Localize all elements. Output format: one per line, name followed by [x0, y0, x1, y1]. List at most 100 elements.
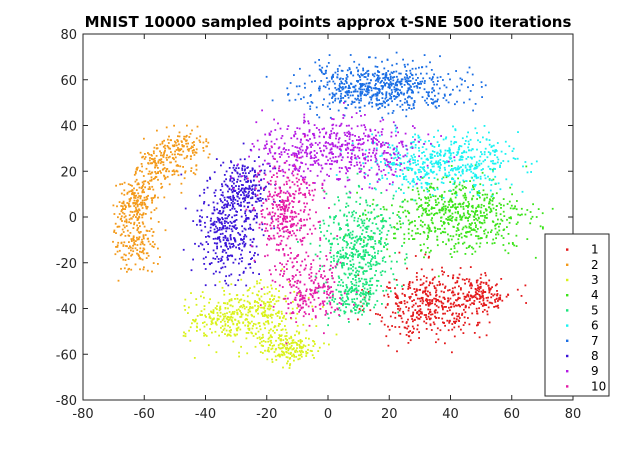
data-point	[325, 132, 327, 135]
data-point	[245, 218, 248, 221]
data-point	[463, 308, 465, 311]
data-point	[420, 186, 423, 189]
data-point	[368, 235, 371, 238]
data-point	[150, 154, 153, 156]
data-point	[175, 170, 178, 172]
data-point	[436, 299, 439, 301]
data-point	[344, 290, 347, 293]
data-point	[471, 164, 474, 167]
data-point	[215, 322, 217, 325]
data-point	[439, 195, 441, 198]
data-point	[474, 294, 477, 296]
data-point	[223, 180, 226, 183]
data-point	[343, 213, 346, 216]
data-point	[468, 66, 471, 69]
data-point	[374, 264, 377, 267]
data-point	[507, 233, 510, 235]
data-point	[441, 198, 443, 201]
data-point	[234, 258, 237, 261]
data-point	[347, 87, 350, 90]
data-point	[255, 333, 257, 336]
data-point	[414, 146, 417, 149]
data-point	[478, 288, 481, 291]
data-point	[507, 160, 510, 163]
data-point	[363, 83, 366, 86]
data-point	[460, 155, 463, 158]
data-point	[410, 234, 413, 237]
data-point	[276, 311, 279, 314]
data-point	[141, 258, 144, 261]
data-point	[136, 200, 139, 203]
data-point	[451, 219, 453, 222]
data-point	[145, 195, 148, 198]
data-point	[407, 331, 410, 334]
data-point	[182, 150, 185, 153]
data-point	[365, 283, 368, 286]
data-point	[467, 231, 470, 233]
data-point	[325, 237, 327, 240]
data-point	[449, 214, 452, 217]
data-point	[446, 174, 448, 177]
data-point	[262, 306, 264, 309]
data-point	[129, 205, 132, 208]
data-point	[117, 216, 119, 219]
data-point	[420, 157, 423, 160]
data-point	[352, 74, 355, 77]
data-point	[343, 131, 346, 134]
data-point	[161, 154, 164, 157]
data-point	[379, 271, 382, 274]
data-point	[472, 195, 475, 197]
data-point	[131, 211, 134, 213]
data-point	[138, 208, 140, 211]
data-point	[468, 299, 471, 302]
data-point	[432, 207, 434, 209]
data-point	[134, 247, 137, 250]
data-point	[458, 89, 461, 92]
data-point	[451, 160, 453, 163]
data-point	[129, 232, 132, 234]
data-point	[323, 73, 326, 75]
data-point	[251, 257, 253, 259]
data-point	[350, 291, 352, 294]
data-point	[387, 99, 389, 101]
data-point	[480, 81, 483, 84]
data-point	[297, 340, 300, 342]
data-point	[273, 298, 275, 300]
data-point	[409, 80, 412, 82]
data-point	[494, 182, 497, 185]
data-point	[281, 268, 284, 271]
data-point	[224, 217, 227, 220]
data-point	[378, 102, 381, 105]
data-point	[448, 215, 451, 218]
data-point	[365, 294, 367, 297]
data-point	[482, 184, 485, 187]
data-point	[240, 314, 243, 316]
data-point	[399, 307, 402, 310]
data-point	[225, 227, 227, 230]
data-point	[537, 208, 540, 210]
data-point	[271, 336, 273, 339]
data-point	[388, 92, 391, 95]
data-point	[375, 204, 378, 207]
data-point	[339, 253, 342, 256]
data-point	[469, 266, 472, 268]
data-point	[463, 196, 466, 199]
data-point	[160, 187, 163, 189]
data-point	[307, 120, 310, 123]
data-point	[342, 97, 345, 99]
data-point	[412, 313, 414, 316]
data-point	[461, 156, 464, 158]
data-point	[282, 175, 285, 177]
data-point	[339, 77, 342, 80]
data-point	[394, 237, 397, 240]
data-point	[453, 320, 455, 323]
data-point	[451, 178, 453, 180]
data-point	[147, 194, 149, 197]
data-point	[427, 172, 430, 175]
data-point	[152, 188, 155, 191]
data-point	[282, 344, 284, 346]
data-point	[272, 309, 275, 312]
data-point	[367, 135, 369, 138]
data-point	[404, 98, 407, 101]
data-point	[345, 167, 348, 170]
